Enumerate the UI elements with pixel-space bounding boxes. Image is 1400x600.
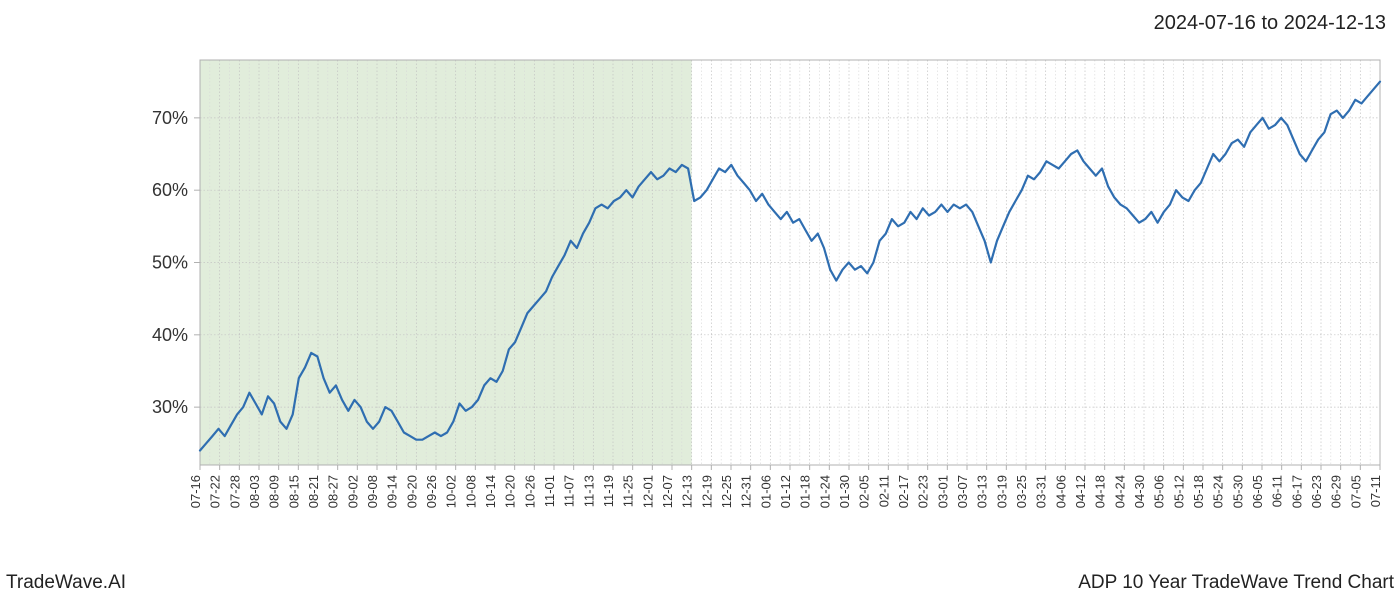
- x-tick-label: 01-18: [798, 475, 813, 508]
- x-tick-label: 09-14: [385, 475, 400, 508]
- x-tick-label: 03-19: [994, 475, 1009, 508]
- x-tick-label: 06-05: [1250, 475, 1265, 508]
- x-tick-label: 05-30: [1230, 475, 1245, 508]
- x-tick-label: 08-21: [306, 475, 321, 508]
- x-tick-label: 07-28: [227, 475, 242, 508]
- x-tick-label: 12-31: [739, 475, 754, 508]
- x-tick-label: 01-30: [837, 475, 852, 508]
- x-tick-label: 07-16: [188, 475, 203, 508]
- x-tick-label: 05-18: [1191, 475, 1206, 508]
- x-tick-label: 12-19: [699, 475, 714, 508]
- x-tick-label: 06-11: [1270, 475, 1285, 507]
- x-tick-label: 04-30: [1132, 475, 1147, 508]
- x-tick-label: 05-24: [1211, 475, 1226, 508]
- x-tick-label: 10-02: [444, 475, 459, 508]
- x-tick-label: 01-06: [758, 475, 773, 508]
- y-tick-label: 30%: [152, 397, 188, 417]
- x-tick-label: 06-17: [1289, 475, 1304, 508]
- x-tick-label: 12-07: [660, 475, 675, 508]
- y-tick-label: 40%: [152, 325, 188, 345]
- x-tick-label: 08-27: [326, 475, 341, 508]
- x-tick-label: 11-25: [621, 475, 636, 507]
- x-tick-label: 07-05: [1348, 475, 1363, 508]
- x-tick-label: 10-14: [483, 475, 498, 508]
- x-tick-label: 10-08: [463, 475, 478, 508]
- trend-chart: 30% 40% 50% 60% 70% 07-16 07-22 07-28 08-03 08-09…: [0, 0, 1400, 560]
- x-tick-label: 11-07: [562, 475, 577, 507]
- x-tick-label: 07-22: [208, 475, 223, 508]
- x-tick-label: 03-07: [955, 475, 970, 508]
- x-tick-label: 03-01: [935, 475, 950, 508]
- x-tick-label: 11-13: [581, 475, 596, 507]
- x-tick-label: 04-12: [1073, 475, 1088, 508]
- x-tick-label: 06-29: [1329, 475, 1344, 508]
- x-tick-label: 09-08: [365, 475, 380, 508]
- x-tick-label: 11-01: [542, 475, 557, 507]
- x-tick-label: 07-11: [1368, 475, 1383, 507]
- x-tick-label: 10-26: [522, 475, 537, 508]
- y-tick-label: 50%: [152, 253, 188, 273]
- x-tick-label: 05-12: [1171, 475, 1186, 508]
- x-tick-label: 03-31: [1034, 475, 1049, 508]
- x-tick-label: 01-24: [817, 475, 832, 508]
- chart-title-text: ADP 10 Year TradeWave Trend Chart: [1078, 572, 1394, 594]
- x-tick-label: 10-20: [503, 475, 518, 508]
- x-tick-label: 02-17: [896, 475, 911, 508]
- x-tick-label: 12-01: [640, 475, 655, 508]
- x-tick-label: 03-25: [1014, 475, 1029, 508]
- brand-text: TradeWave.AI: [6, 572, 126, 594]
- y-tick-label: 60%: [152, 180, 188, 200]
- x-tick-label: 11-19: [601, 475, 616, 507]
- x-tick-label: 09-02: [345, 475, 360, 508]
- x-tick-label: 04-06: [1053, 475, 1068, 508]
- x-tick-label: 06-23: [1309, 475, 1324, 508]
- y-tick-label: 70%: [152, 108, 188, 128]
- x-tick-label: 08-03: [247, 475, 262, 508]
- x-tick-label: 08-09: [267, 475, 282, 508]
- x-tick-label: 02-05: [857, 475, 872, 508]
- x-tick-label: 04-24: [1112, 475, 1127, 508]
- x-tick-label: 02-23: [916, 475, 931, 508]
- x-tick-label: 12-25: [719, 475, 734, 508]
- x-tick-label: 01-12: [778, 475, 793, 508]
- x-tick-label: 03-13: [975, 475, 990, 508]
- x-tick-label: 02-11: [876, 475, 891, 507]
- x-tick-label: 09-20: [404, 475, 419, 508]
- x-tick-label: 08-15: [286, 475, 301, 508]
- x-tick-label: 12-13: [680, 475, 695, 508]
- x-tick-label: 05-06: [1152, 475, 1167, 508]
- x-tick-label: 04-18: [1093, 475, 1108, 508]
- x-tick-label: 09-26: [424, 475, 439, 508]
